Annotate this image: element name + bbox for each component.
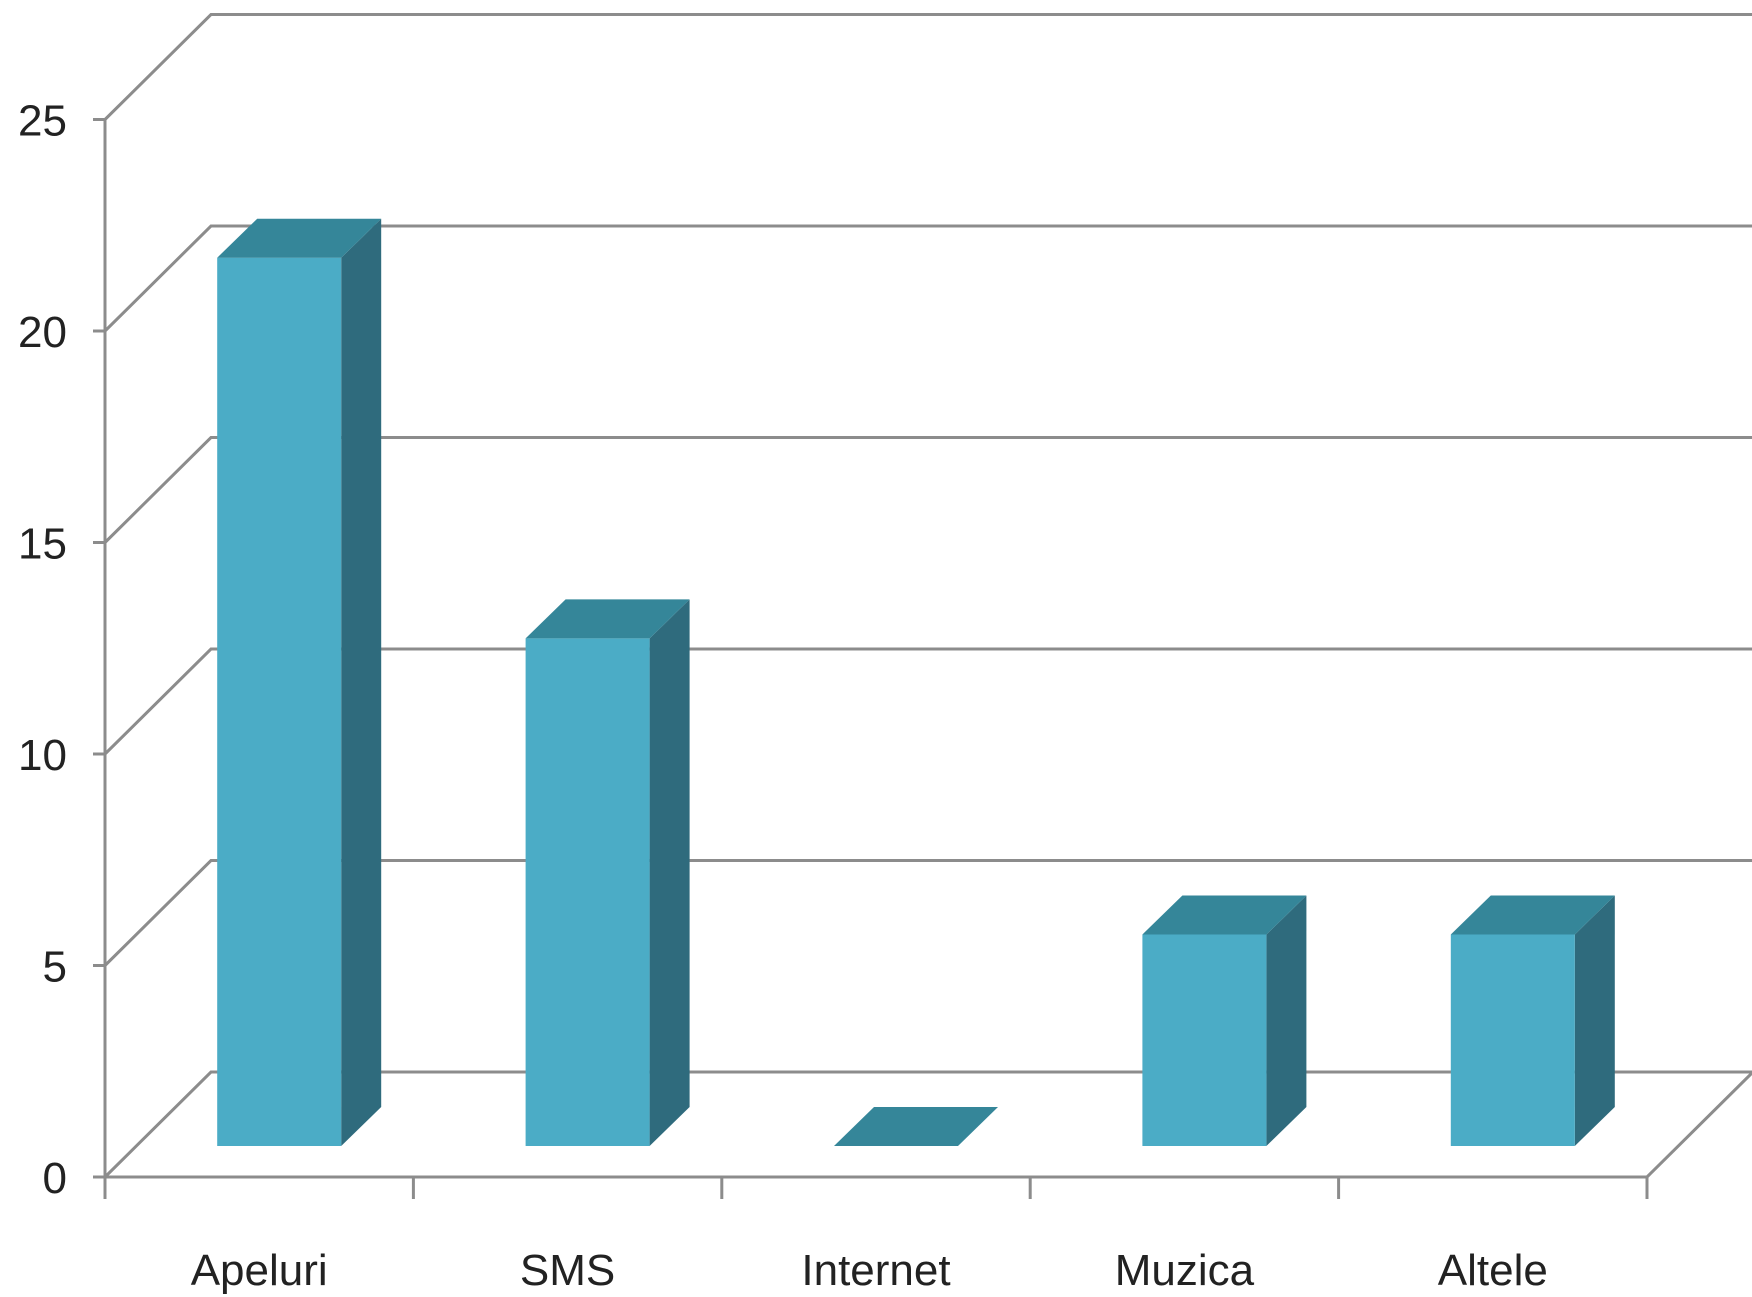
x-tick-label: Muzica <box>1115 1246 1255 1295</box>
gridline <box>103 859 1752 967</box>
y-tick-label: 5 <box>43 943 67 992</box>
bar-internet <box>834 1107 998 1146</box>
x-tick-label: Altele <box>1438 1246 1548 1295</box>
gridline <box>103 224 1752 333</box>
x-tick-label: SMS <box>520 1246 615 1295</box>
y-tick-label: 20 <box>18 308 67 357</box>
gridline <box>103 436 1752 544</box>
y-tick-label: 15 <box>18 520 67 569</box>
bar-side-face <box>1266 895 1307 1146</box>
x-tick-label: Internet <box>801 1246 950 1295</box>
axes <box>93 118 1752 1199</box>
bar-front-face <box>1450 934 1575 1146</box>
bar-top-face <box>525 599 690 639</box>
bars <box>217 218 1615 1146</box>
y-tick-label: 10 <box>18 731 67 780</box>
bar-side-face <box>341 218 382 1146</box>
bar-sms <box>525 599 690 1146</box>
gridline <box>103 647 1752 756</box>
bar-side-face <box>1574 895 1615 1146</box>
floor-edge <box>1645 1070 1752 1179</box>
y-tick-label: 25 <box>18 97 67 146</box>
bar-top-face <box>217 218 382 258</box>
bar-front-face <box>217 257 342 1146</box>
bar-muzica <box>1142 895 1307 1146</box>
bar-altele <box>1450 895 1615 1146</box>
labels: 0 5 10 15 20 25 Apeluri SMS Internet Muzica Altele <box>18 97 1548 1296</box>
gridline <box>103 13 1752 121</box>
bar-top-face <box>1450 895 1615 935</box>
bar-side-face <box>649 599 690 1146</box>
bar-front-face <box>1142 934 1267 1146</box>
x-tick-label: Apeluri <box>191 1246 328 1295</box>
bar-top-face <box>1142 895 1307 935</box>
y-tick-label: 0 <box>43 1154 67 1203</box>
bar-front-face <box>525 638 650 1146</box>
bar-top-face <box>834 1107 998 1146</box>
bar-apeluri <box>217 218 382 1146</box>
